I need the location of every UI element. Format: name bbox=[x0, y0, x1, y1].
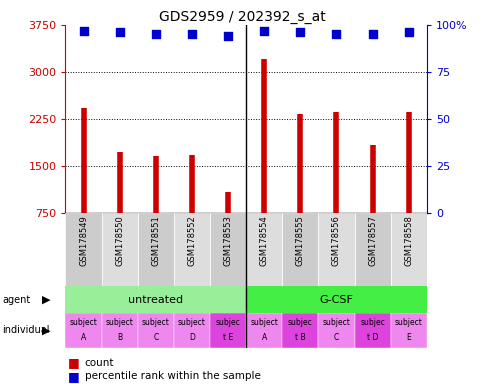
Text: B: B bbox=[117, 333, 122, 343]
Point bbox=[224, 33, 231, 39]
Text: C: C bbox=[153, 333, 158, 343]
Text: E: E bbox=[406, 333, 410, 343]
Bar bbox=[245, 313, 282, 348]
Text: GSM178555: GSM178555 bbox=[295, 215, 304, 266]
Text: GSM178552: GSM178552 bbox=[187, 215, 196, 266]
Text: subjec: subjec bbox=[287, 318, 312, 327]
Text: t E: t E bbox=[223, 333, 233, 343]
Bar bbox=[390, 213, 426, 286]
Text: D: D bbox=[189, 333, 195, 343]
Text: G-CSF: G-CSF bbox=[319, 295, 353, 305]
Text: subject: subject bbox=[322, 318, 349, 327]
Text: GDS2959 / 202392_s_at: GDS2959 / 202392_s_at bbox=[159, 10, 325, 23]
Text: t D: t D bbox=[366, 333, 378, 343]
Point bbox=[151, 31, 159, 37]
Bar bbox=[65, 313, 102, 348]
Text: A: A bbox=[81, 333, 86, 343]
Text: subjec: subjec bbox=[215, 318, 240, 327]
Text: subject: subject bbox=[178, 318, 205, 327]
Text: untreated: untreated bbox=[128, 295, 183, 305]
Bar bbox=[102, 313, 137, 348]
Text: count: count bbox=[85, 358, 114, 368]
Text: GSM178558: GSM178558 bbox=[403, 215, 412, 266]
Text: subject: subject bbox=[142, 318, 169, 327]
Text: GSM178550: GSM178550 bbox=[115, 215, 124, 266]
Bar bbox=[282, 313, 318, 348]
Text: A: A bbox=[261, 333, 266, 343]
Bar bbox=[354, 213, 390, 286]
Text: GSM178551: GSM178551 bbox=[151, 215, 160, 266]
Bar bbox=[318, 213, 354, 286]
Bar bbox=[65, 213, 102, 286]
Text: t B: t B bbox=[294, 333, 305, 343]
Text: C: C bbox=[333, 333, 338, 343]
Bar bbox=[173, 313, 210, 348]
Text: GSM178549: GSM178549 bbox=[79, 215, 88, 266]
Text: subject: subject bbox=[394, 318, 422, 327]
Bar bbox=[245, 286, 426, 313]
Text: subjec: subjec bbox=[360, 318, 384, 327]
Text: subject: subject bbox=[70, 318, 97, 327]
Bar bbox=[282, 213, 318, 286]
Bar bbox=[137, 213, 173, 286]
Bar bbox=[173, 213, 210, 286]
Bar bbox=[210, 313, 245, 348]
Bar bbox=[137, 313, 173, 348]
Bar bbox=[210, 213, 245, 286]
Bar bbox=[390, 313, 426, 348]
Point bbox=[188, 31, 196, 37]
Text: ▶: ▶ bbox=[42, 295, 50, 305]
Bar bbox=[318, 313, 354, 348]
Text: agent: agent bbox=[2, 295, 30, 305]
Point bbox=[296, 30, 303, 36]
Bar bbox=[354, 313, 390, 348]
Text: subject: subject bbox=[106, 318, 133, 327]
Text: GSM178556: GSM178556 bbox=[331, 215, 340, 266]
Text: percentile rank within the sample: percentile rank within the sample bbox=[85, 371, 260, 381]
Point bbox=[79, 28, 87, 34]
Text: ■: ■ bbox=[68, 370, 79, 383]
Bar bbox=[102, 213, 137, 286]
Text: subject: subject bbox=[250, 318, 277, 327]
Text: GSM178553: GSM178553 bbox=[223, 215, 232, 266]
Text: ▶: ▶ bbox=[42, 325, 50, 335]
Point bbox=[332, 31, 340, 37]
Text: GSM178557: GSM178557 bbox=[367, 215, 377, 266]
Point bbox=[368, 31, 376, 37]
Text: GSM178554: GSM178554 bbox=[259, 215, 268, 266]
Point bbox=[116, 30, 123, 36]
Bar bbox=[245, 213, 282, 286]
Text: ■: ■ bbox=[68, 356, 79, 369]
Bar bbox=[65, 286, 245, 313]
Point bbox=[404, 30, 412, 36]
Text: individual: individual bbox=[2, 325, 50, 335]
Point bbox=[260, 28, 268, 34]
